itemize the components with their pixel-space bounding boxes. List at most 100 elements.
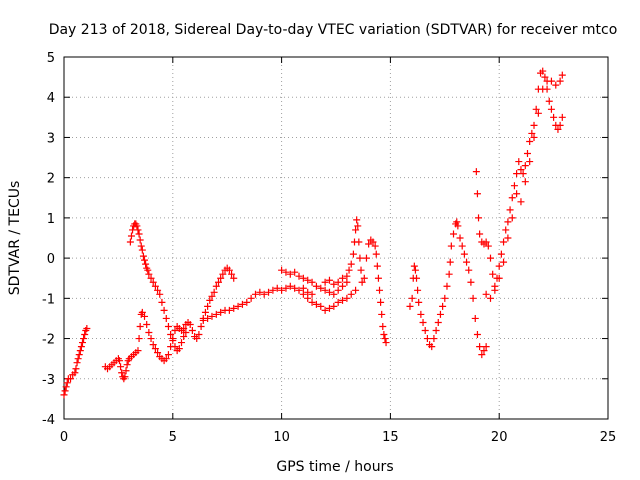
data-point-marker (554, 125, 562, 133)
data-point-marker (308, 290, 316, 298)
grid-lines (64, 57, 608, 419)
data-point-marker (149, 341, 157, 349)
data-point-marker (530, 133, 538, 141)
chart-title: Day 213 of 2018, Sidereal Day-to-day VTE… (49, 22, 618, 38)
y-tick-label: 2 (47, 172, 55, 187)
data-point-marker (154, 286, 162, 294)
data-point-marker (504, 234, 512, 242)
data-point-marker (156, 290, 164, 298)
data-point-marker (147, 274, 155, 282)
data-point-marker (547, 77, 555, 85)
data-point-marker (135, 335, 143, 343)
data-point-marker (355, 238, 363, 246)
data-point-marker (154, 349, 162, 357)
data-point-marker (530, 121, 538, 129)
data-point-marker (371, 242, 379, 250)
data-point-marker (199, 316, 207, 324)
data-point-marker (164, 322, 172, 330)
x-tick-label: 20 (491, 430, 508, 445)
data-point-marker (75, 351, 83, 359)
data-point-marker (362, 254, 370, 262)
data-point-marker (325, 304, 333, 312)
data-point-marker (473, 190, 481, 198)
data-point-marker (508, 214, 516, 222)
data-point-marker (312, 300, 320, 308)
data-point-marker (304, 288, 312, 296)
y-tick-label: 4 (47, 91, 55, 106)
data-point-marker (410, 262, 418, 270)
data-point-marker (502, 226, 510, 234)
data-point-marker (510, 182, 518, 190)
data-point-marker (495, 262, 503, 270)
data-point-marker (343, 272, 351, 280)
data-point-marker (141, 312, 149, 320)
data-point-marker (345, 266, 353, 274)
data-point-marker (225, 266, 233, 274)
data-point-marker (317, 302, 325, 310)
data-point-marker (339, 282, 347, 290)
data-point-marker (482, 238, 490, 246)
data-point-marker (539, 67, 547, 75)
data-point-marker (428, 343, 436, 351)
data-point-marker (357, 266, 365, 274)
data-point-marker (556, 121, 564, 129)
data-point-marker (178, 339, 186, 347)
data-point-marker (450, 230, 458, 238)
data-point-marker (471, 314, 479, 322)
data-point-marker (486, 254, 494, 262)
y-tick-label: -4 (42, 413, 55, 428)
data-point-marker (278, 286, 286, 294)
data-point-marker (506, 206, 514, 214)
data-point-marker (219, 270, 227, 278)
data-point-marker (162, 314, 170, 322)
y-tick-label: -3 (42, 373, 55, 388)
data-point-marker (334, 278, 342, 286)
data-point-marker (334, 286, 342, 294)
data-point-marker (469, 294, 477, 302)
y-tick-label: 5 (47, 51, 55, 66)
data-point-marker (373, 262, 381, 270)
data-point-marker (517, 198, 525, 206)
data-point-marker (76, 347, 84, 355)
data-point-marker (347, 260, 355, 268)
data-point-marker (552, 81, 560, 89)
data-point-marker (447, 242, 455, 250)
data-point-marker (414, 286, 422, 294)
data-point-marker (171, 343, 179, 351)
data-point-marker (484, 242, 492, 250)
data-point-marker (476, 343, 484, 351)
data-point-marker (299, 284, 307, 292)
data-point-marker (243, 298, 251, 306)
data-point-marker (417, 310, 425, 318)
data-point-marker (143, 320, 151, 328)
data-point-marker (228, 270, 236, 278)
data-point-marker (491, 286, 499, 294)
data-point-marker (379, 322, 387, 330)
data-point-marker (186, 320, 194, 328)
data-point-marker (138, 246, 146, 254)
data-point-marker (299, 290, 307, 298)
x-tick-label: 15 (382, 430, 399, 445)
data-point-marker (497, 250, 505, 258)
data-point-marker (465, 266, 473, 274)
data-point-marker (406, 302, 414, 310)
data-point-marker (118, 369, 126, 377)
data-point-marker (182, 329, 190, 337)
data-point-marker (339, 296, 347, 304)
data-point-marker (169, 337, 177, 345)
data-point-marker (558, 71, 566, 79)
data-point-marker (291, 284, 299, 292)
data-point-marker (212, 310, 220, 318)
data-point-marker (445, 270, 453, 278)
data-point-marker (158, 298, 166, 306)
data-point-marker (197, 322, 205, 330)
data-point-marker (149, 278, 157, 286)
data-point-marker (126, 238, 134, 246)
data-point-marker (61, 387, 69, 395)
data-point-marker (541, 73, 549, 81)
data-point-marker (321, 286, 329, 294)
data-point-marker (62, 383, 70, 391)
data-point-marker (508, 194, 516, 202)
data-point-marker (519, 170, 527, 178)
data-point-marker (526, 158, 534, 166)
